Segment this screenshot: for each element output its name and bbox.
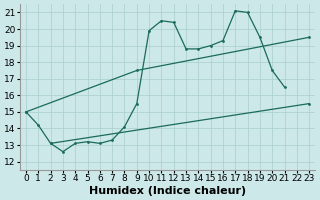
X-axis label: Humidex (Indice chaleur): Humidex (Indice chaleur) [89, 186, 246, 196]
